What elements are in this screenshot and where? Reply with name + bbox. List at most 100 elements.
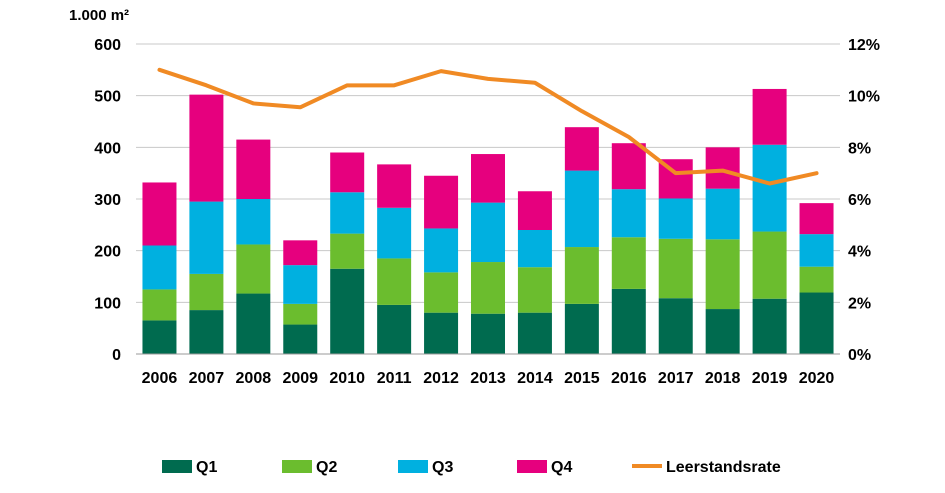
bar-q4 xyxy=(377,164,412,208)
y-left-tick-label: 400 xyxy=(94,140,121,157)
bar-q4 xyxy=(611,143,646,190)
bar-q3 xyxy=(330,192,365,234)
y-left-tick-label: 0 xyxy=(112,347,121,364)
bar-q1 xyxy=(236,293,271,354)
bar-q3 xyxy=(658,198,693,239)
line-point xyxy=(487,78,489,80)
x-tick-label: 2014 xyxy=(517,370,553,387)
y-right-tick-label: 0% xyxy=(848,347,871,364)
bar-q3 xyxy=(564,170,599,248)
legend-label-q2: Q2 xyxy=(316,459,337,476)
bar-q2 xyxy=(611,237,646,289)
x-tick-label: 2017 xyxy=(658,370,694,387)
bar-q3 xyxy=(471,202,505,263)
line-point xyxy=(534,82,536,84)
line-point xyxy=(158,69,160,71)
y-left-tick-label: 200 xyxy=(94,244,121,261)
bar-q2 xyxy=(517,267,552,313)
bar-q1 xyxy=(377,304,412,354)
y-left-tick-label: 600 xyxy=(94,37,121,54)
line-point xyxy=(722,170,724,172)
line-point xyxy=(440,70,442,72)
bar-q2 xyxy=(189,273,224,311)
bar-q2 xyxy=(424,272,459,313)
bar-q1 xyxy=(705,309,740,354)
line-point xyxy=(816,172,818,174)
bar-q4 xyxy=(189,94,224,202)
bar-q4 xyxy=(471,154,505,203)
x-tick-label: 2019 xyxy=(752,370,788,387)
x-tick-label: 2012 xyxy=(423,370,459,387)
x-tick-label: 2015 xyxy=(564,370,600,387)
bar-q2 xyxy=(142,289,177,321)
bar-q3 xyxy=(283,265,318,304)
bar-q3 xyxy=(611,189,646,238)
line-point xyxy=(393,84,395,86)
y-axis-unit-label: 1.000 m² xyxy=(69,7,129,24)
bar-q2 xyxy=(471,262,505,314)
y-left-tick-label: 300 xyxy=(94,192,121,209)
bar-q4 xyxy=(705,147,740,189)
legend-swatch-q2 xyxy=(282,460,312,473)
bar-q3 xyxy=(424,228,459,273)
y-right-tick-label: 12% xyxy=(848,37,880,54)
bar-q1 xyxy=(799,292,834,354)
bar-series xyxy=(142,88,834,354)
legend-swatch-q3 xyxy=(398,460,428,473)
legend-label-q3: Q3 xyxy=(432,459,453,476)
bar-q3 xyxy=(705,188,740,240)
y-right-tick-label: 8% xyxy=(848,140,871,157)
bar-q1 xyxy=(142,320,177,354)
bar-q4 xyxy=(236,139,271,199)
bar-q1 xyxy=(330,268,365,354)
bar-q2 xyxy=(705,239,740,310)
line-series xyxy=(157,67,819,186)
bar-q1 xyxy=(189,310,224,354)
bar-q1 xyxy=(471,313,505,354)
x-tick-label: 2009 xyxy=(282,370,318,387)
line-point xyxy=(581,110,583,112)
x-tick-label: 2013 xyxy=(470,370,506,387)
x-tick-label: 2020 xyxy=(799,370,835,387)
y-right-tick-label: 10% xyxy=(848,89,880,106)
bar-q4 xyxy=(330,152,365,193)
axes: 0 0% 100 2% 200 4% 300 6% 400 8% 500 10% 600 12% 2006 2… xyxy=(94,37,880,387)
legend: Q1 Q2 Q3 Q4 Leerstandsrate xyxy=(162,459,781,476)
x-tick-label: 2010 xyxy=(329,370,365,387)
y-right-tick-label: 6% xyxy=(848,192,871,209)
bar-q1 xyxy=(424,312,459,354)
bar-q1 xyxy=(517,312,552,354)
bar-q2 xyxy=(658,238,693,299)
bar-q2 xyxy=(564,247,599,304)
x-tick-label: 2006 xyxy=(142,370,178,387)
bar-q2 xyxy=(799,266,834,293)
line-point xyxy=(205,84,207,86)
bar-q1 xyxy=(752,298,787,354)
bar-q3 xyxy=(517,230,552,268)
y-right-tick-label: 2% xyxy=(848,295,871,312)
x-tick-label: 2018 xyxy=(705,370,741,387)
legend-swatch-q4 xyxy=(517,460,547,473)
bar-q1 xyxy=(611,288,646,354)
bar-q4 xyxy=(283,240,318,266)
bar-q1 xyxy=(658,298,693,354)
line-point xyxy=(299,106,301,108)
y-left-tick-label: 500 xyxy=(94,89,121,106)
legend-label-q4: Q4 xyxy=(551,459,572,476)
bar-q2 xyxy=(752,231,787,299)
line-point xyxy=(675,172,677,174)
bar-q1 xyxy=(283,324,318,354)
bar-q3 xyxy=(189,201,224,274)
x-tick-label: 2016 xyxy=(611,370,647,387)
legend-label-leerstandsrate: Leerstandsrate xyxy=(666,459,781,476)
bar-q2 xyxy=(236,244,271,294)
bar-q3 xyxy=(799,234,834,267)
bar-q4 xyxy=(142,182,177,246)
bar-q4 xyxy=(564,127,599,171)
legend-label-q1: Q1 xyxy=(196,459,217,476)
x-tick-label: 2011 xyxy=(377,370,412,387)
y-left-tick-label: 100 xyxy=(94,295,121,312)
x-tick-label: 2007 xyxy=(189,370,225,387)
x-tick-label: 2008 xyxy=(236,370,272,387)
